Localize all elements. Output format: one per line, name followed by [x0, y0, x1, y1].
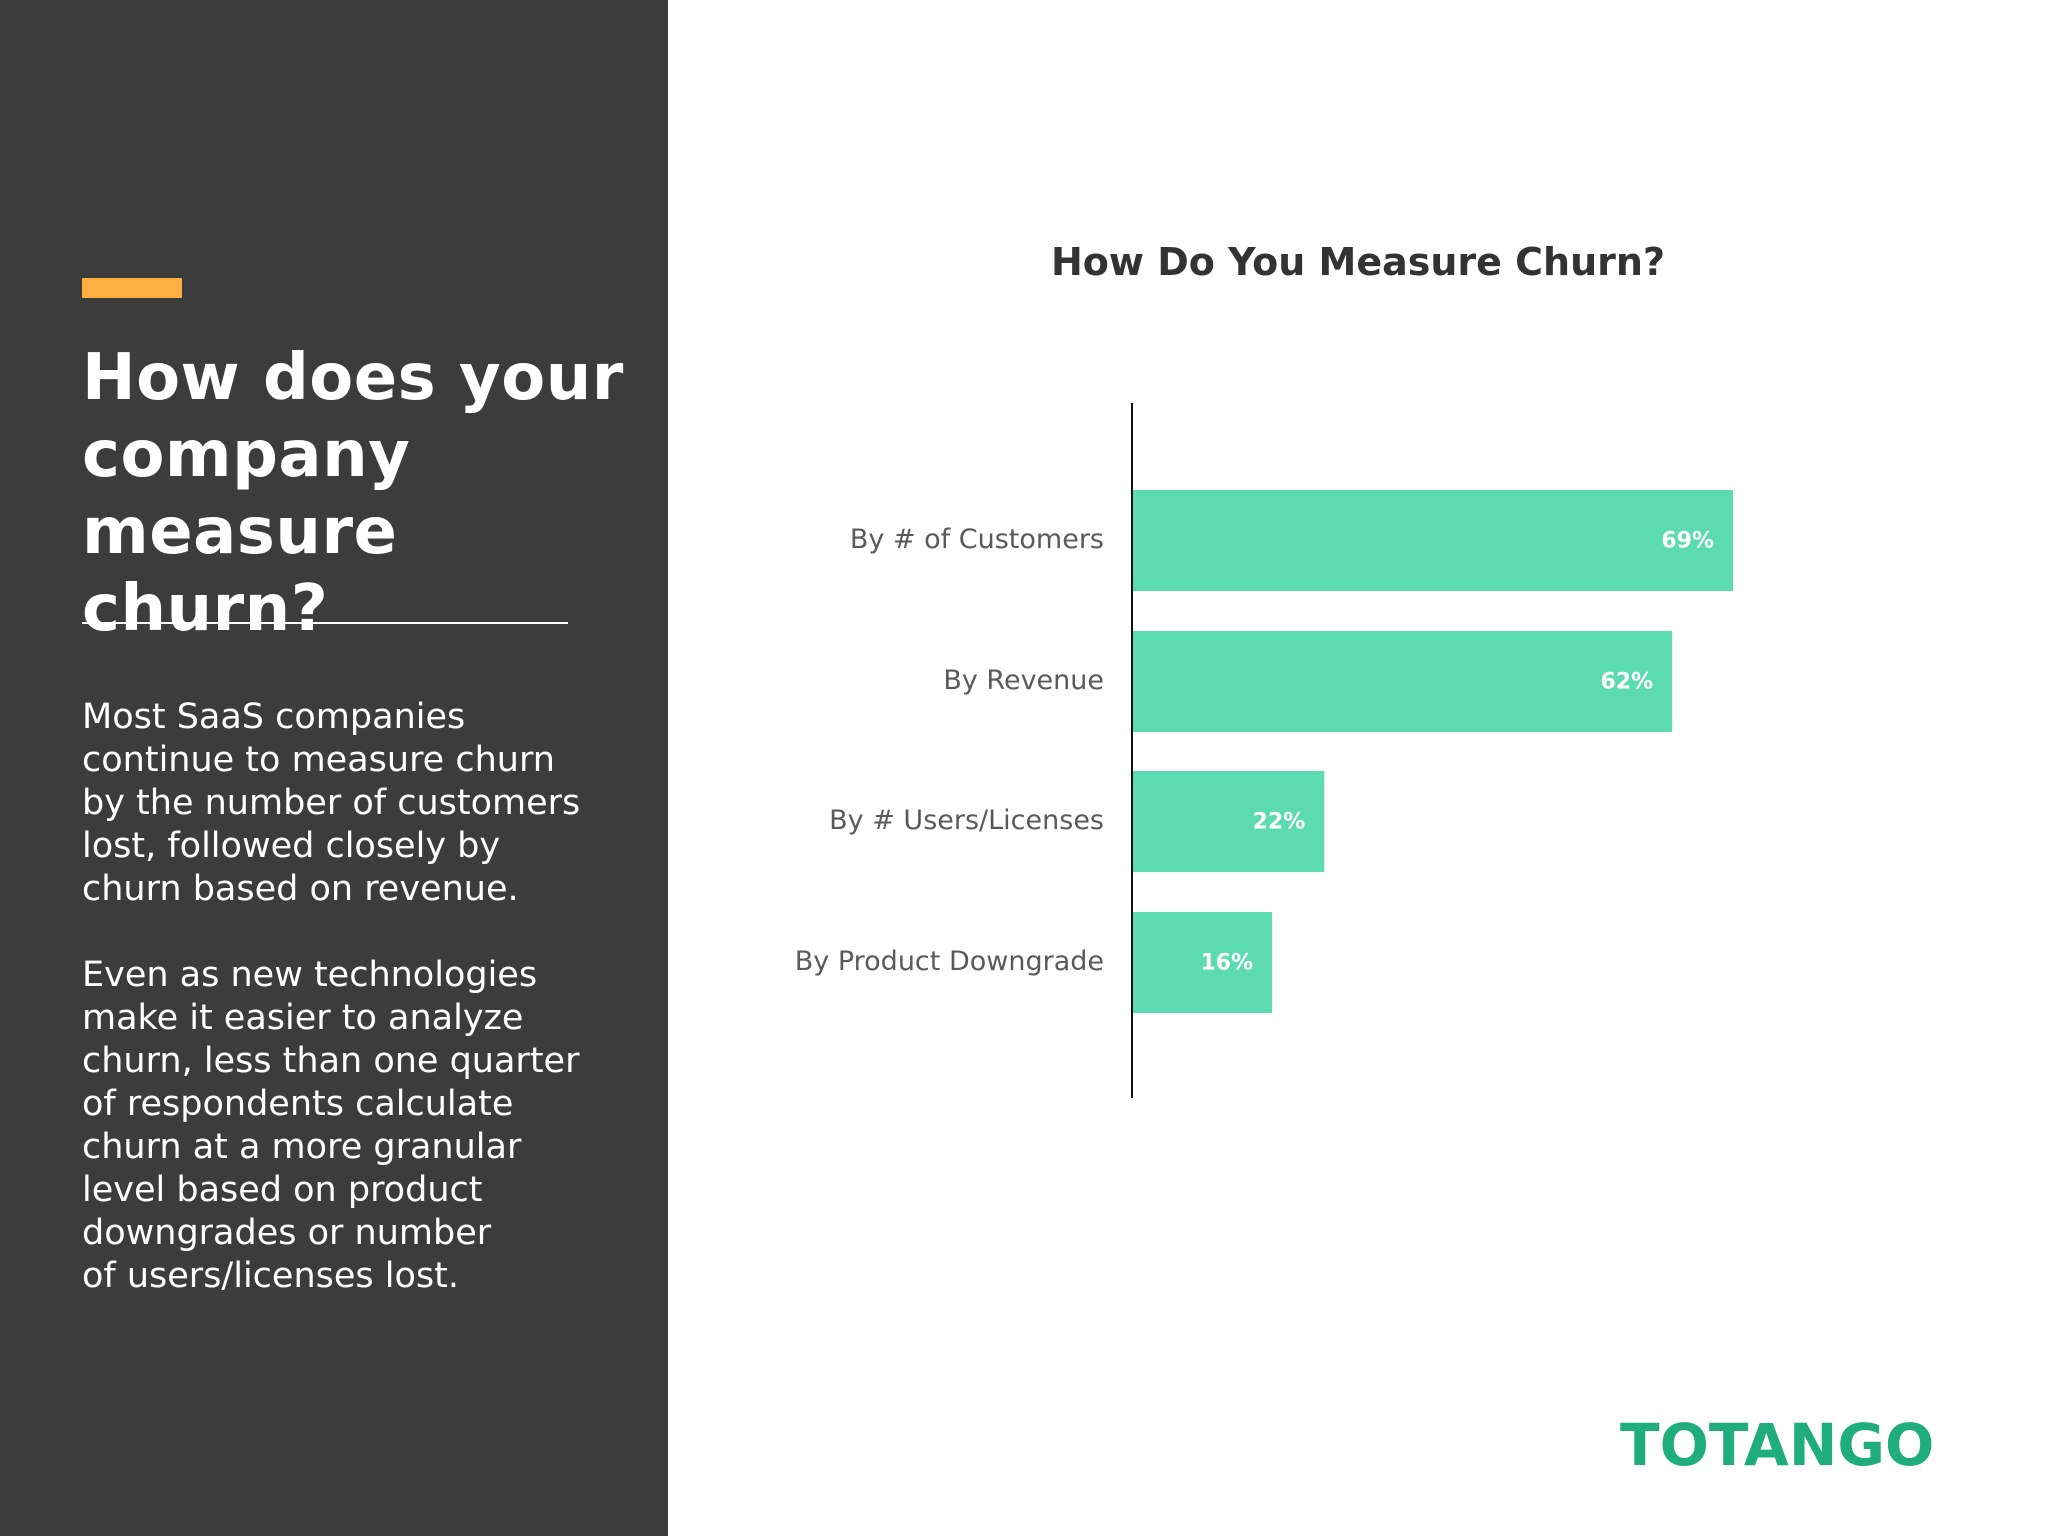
value-label: 22%: [1253, 810, 1306, 835]
bar: [1133, 771, 1325, 872]
heading-divider: [82, 622, 568, 624]
category-label: By # Users/Licenses: [829, 805, 1104, 836]
panel-body: Most SaaS companies continue to measure …: [82, 696, 602, 1341]
category-label: By Revenue: [943, 665, 1104, 696]
body-paragraph: Most SaaS companies continue to measure …: [82, 697, 581, 909]
body-paragraph: Even as new technologies make it easier …: [82, 955, 580, 1296]
chart-title: How Do You Measure Churn?: [1050, 240, 1665, 284]
value-label: 69%: [1661, 529, 1714, 554]
bar: [1133, 631, 1673, 732]
bar: [1133, 912, 1273, 1013]
totango-logo: TOTANGO: [1620, 1411, 1935, 1479]
category-label: By # of Customers: [850, 524, 1104, 555]
left-panel: How does your company measure churn? Mos…: [0, 0, 668, 1536]
bar: [1133, 490, 1733, 591]
accent-bar: [82, 278, 182, 298]
panel-heading: How does your company measure churn?: [82, 341, 624, 646]
value-label: 62%: [1600, 670, 1653, 695]
value-label: 16%: [1200, 951, 1253, 976]
category-label: By Product Downgrade: [795, 946, 1104, 977]
